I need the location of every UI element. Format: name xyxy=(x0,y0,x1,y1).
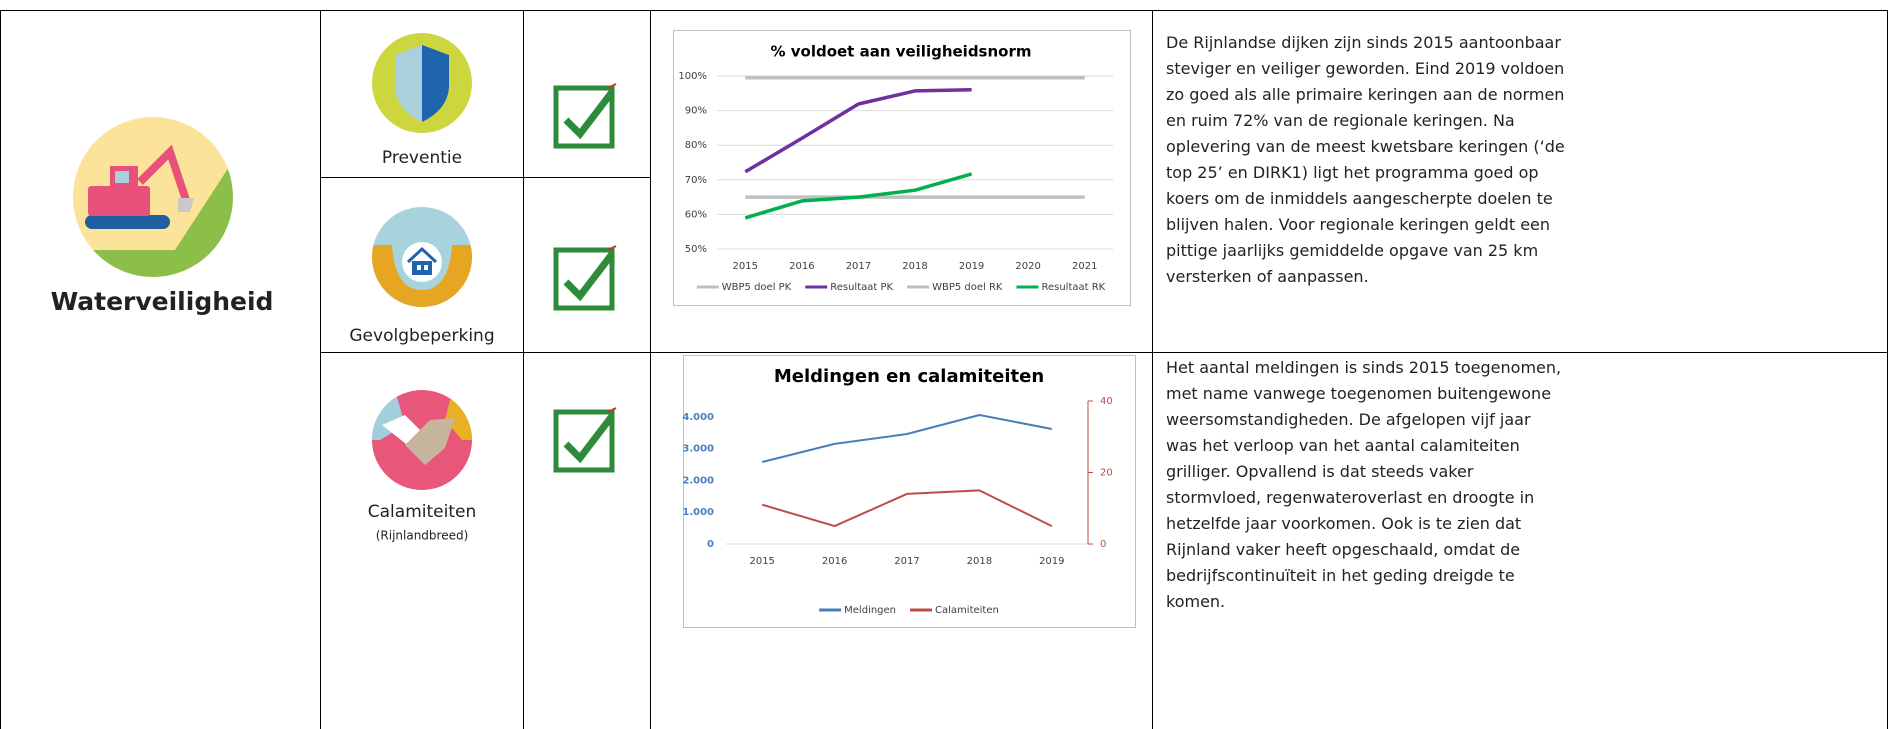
x-tick-label: 2015 xyxy=(733,261,758,272)
page: Waterveiligheid Preventie Gevolgbeperkin… xyxy=(0,0,1888,729)
theme-icon xyxy=(60,117,240,290)
x-tick-label: 2019 xyxy=(959,261,984,272)
legend-label: Calamiteiten xyxy=(935,605,999,616)
table-canvas: Waterveiligheid Preventie Gevolgbeperkin… xyxy=(0,0,1888,729)
row-sublabel: (Rijnlandbreed) xyxy=(376,529,469,543)
y-tick-label: 4.000 xyxy=(682,412,714,423)
legend-label: Meldingen xyxy=(844,605,896,616)
x-tick-label: 2020 xyxy=(1015,261,1040,272)
chart-frame xyxy=(684,356,1136,628)
x-tick-label: 2021 xyxy=(1072,261,1097,272)
y2-tick-label: 0 xyxy=(1100,539,1106,550)
y-tick-label: 70% xyxy=(685,175,707,186)
x-tick-label: 2016 xyxy=(822,556,847,567)
y-tick-label: 90% xyxy=(685,106,707,117)
y2-tick-label: 40 xyxy=(1100,396,1113,407)
y-tick-label: 100% xyxy=(678,71,707,82)
y-tick-label: 0 xyxy=(707,539,714,550)
row-label: Gevolgbeperking xyxy=(349,326,494,346)
row-label: Preventie xyxy=(382,148,462,168)
chart-title: Meldingen en calamiteiten xyxy=(774,366,1044,387)
x-tick-label: 2018 xyxy=(902,261,927,272)
legend-label: Resultaat RK xyxy=(1041,282,1105,293)
calamiteiten-icon xyxy=(372,390,472,490)
x-tick-label: 2017 xyxy=(894,556,919,567)
legend-label: WBP5 doel RK xyxy=(932,282,1003,293)
legend-label: WBP5 doel PK xyxy=(722,282,792,293)
x-tick-label: 2017 xyxy=(846,261,871,272)
gevolgbeperking-icon xyxy=(372,207,472,307)
x-tick-label: 2019 xyxy=(1039,556,1064,567)
x-tick-label: 2016 xyxy=(789,261,814,272)
preventie-icon xyxy=(372,33,472,133)
row-label: Calamiteiten xyxy=(368,502,476,522)
x-tick-label: 2015 xyxy=(749,556,774,567)
y-tick-label: 50% xyxy=(685,244,707,255)
y-tick-label: 2.000 xyxy=(682,475,714,486)
y-tick-label: 80% xyxy=(685,140,707,151)
y2-tick-label: 20 xyxy=(1100,468,1113,479)
theme-title: Waterveiligheid xyxy=(51,287,274,316)
y-tick-label: 3.000 xyxy=(682,444,714,455)
chart-title: % voldoet aan veiligheidsnorm xyxy=(770,43,1031,61)
y-tick-label: 60% xyxy=(685,209,707,220)
x-tick-label: 2018 xyxy=(967,556,992,567)
description: De Rijnlandse dijken zijn sinds 2015 aan… xyxy=(1166,30,1566,290)
y-tick-label: 1.000 xyxy=(682,507,714,518)
description: Het aantal meldingen is sinds 2015 toege… xyxy=(1166,355,1566,615)
status-checkboxes xyxy=(556,84,616,470)
legend-label: Resultaat PK xyxy=(830,282,893,293)
